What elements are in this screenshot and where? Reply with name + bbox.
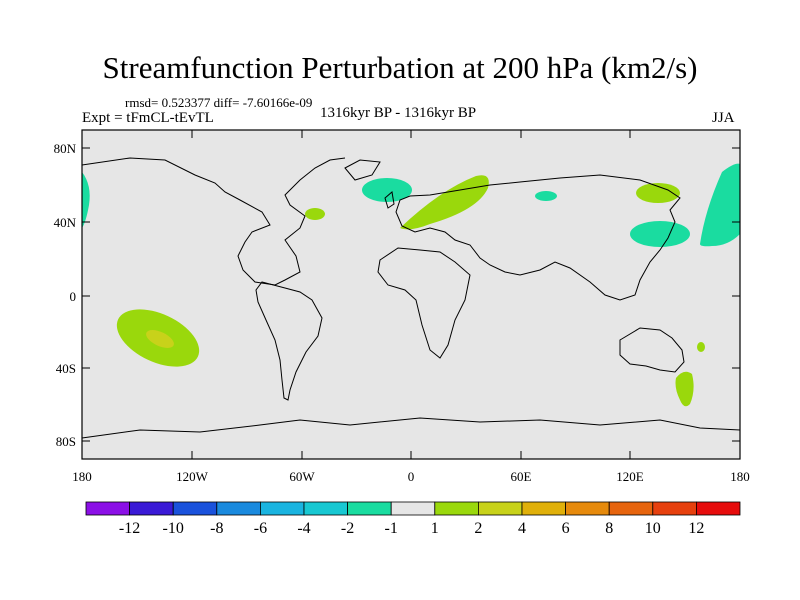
- lat-label: 80S: [56, 434, 76, 449]
- colorbar-labels: -12 -10 -8 -6 -4 -2 -1 1 2 4 6 8 10 12: [119, 520, 704, 537]
- colorbar-swatch: [434, 501, 479, 516]
- south-pacific-core: [146, 330, 174, 348]
- dateline-west-negative: [82, 172, 90, 228]
- central-asia-negative: [535, 191, 557, 201]
- colorbar-swatch: [696, 501, 741, 516]
- colorbar-label: 2: [474, 520, 482, 537]
- colorbar-swatch: [608, 501, 654, 516]
- africa-coast: [377, 247, 471, 359]
- lon-label: 120E: [616, 469, 644, 484]
- atlantic-small-positive: [305, 208, 325, 220]
- colorbar-swatch: [172, 501, 218, 516]
- lat-label: 40S: [56, 361, 76, 376]
- latitude-labels: 80N 40N 0 40S 80S: [54, 141, 77, 449]
- japan-negative: [630, 221, 690, 247]
- colorbar-label: -8: [210, 520, 223, 537]
- experiment-label: Expt = tFmCL-tEvTL: [82, 110, 214, 126]
- lon-label: 120W: [176, 469, 209, 484]
- colorbar-label: -10: [163, 520, 184, 537]
- period-label: 1316kyr BP - 1316kyr BP: [320, 105, 477, 121]
- colorbar-label: 1: [431, 520, 439, 537]
- longitude-labels: 180 120W 60W 0 60E 120E 180: [72, 469, 750, 484]
- colorbar-label: 12: [688, 520, 704, 537]
- colorbar-label: 4: [518, 520, 526, 537]
- east-asia-positive: [636, 183, 680, 203]
- lon-label: 60E: [511, 469, 532, 484]
- colorbar-swatch: [652, 501, 697, 516]
- colorbar-swatch: [477, 501, 523, 516]
- lon-label: 60W: [289, 469, 315, 484]
- colorbar-label: 8: [605, 520, 613, 537]
- north-atlantic-negative: [362, 178, 412, 202]
- south-america-coast: [255, 281, 323, 401]
- season-label: JJA: [712, 110, 735, 126]
- lat-label: 80N: [54, 141, 77, 156]
- colorbar-swatch: [216, 501, 261, 516]
- britain-coast: [384, 191, 395, 209]
- colorbar-label: -6: [254, 520, 267, 537]
- colorbar-label: -4: [297, 520, 310, 537]
- colorbar-swatch: [259, 501, 305, 516]
- colorbar-label: -1: [385, 520, 398, 537]
- colorbar-label: 10: [645, 520, 661, 537]
- lat-label: 40N: [54, 215, 77, 230]
- latitude-ticks: [82, 147, 740, 442]
- colorbar-label: -12: [119, 520, 140, 537]
- colorbar-swatch: [390, 501, 436, 516]
- longitude-ticks: [191, 130, 631, 459]
- colorbar-swatch: [303, 501, 348, 516]
- coastlines: [81, 157, 741, 439]
- colorbar-label: -2: [341, 520, 354, 537]
- north-pacific-negative: [700, 163, 740, 247]
- colorbar-label: 6: [562, 520, 570, 537]
- greenland-coast: [344, 159, 381, 181]
- eurasia-coast: [395, 174, 681, 301]
- colorbar-swatch: [521, 501, 566, 516]
- australia-coast: [619, 327, 685, 373]
- lat-label: 0: [70, 289, 77, 304]
- antarctica-coast: [81, 417, 741, 439]
- plot-title: Streamfunction Perturbation at 200 hPa (…: [102, 50, 698, 85]
- rmsd-label: rmsd= 0.523377 diff= -7.60166e-09: [125, 95, 313, 110]
- colorbar-swatch: [129, 501, 174, 516]
- tasman-positive: [675, 371, 694, 407]
- colorbar-swatch: [347, 501, 392, 516]
- map-background: [82, 130, 740, 459]
- north-america-coast: [81, 157, 346, 286]
- lon-label: 180: [730, 469, 750, 484]
- lon-label: 0: [408, 469, 415, 484]
- colorbar-swatch: [85, 501, 130, 516]
- colorbar: [85, 501, 741, 516]
- lon-label: 180: [72, 469, 92, 484]
- tasman-small-positive: [697, 342, 705, 352]
- colorbar-swatch: [565, 501, 610, 516]
